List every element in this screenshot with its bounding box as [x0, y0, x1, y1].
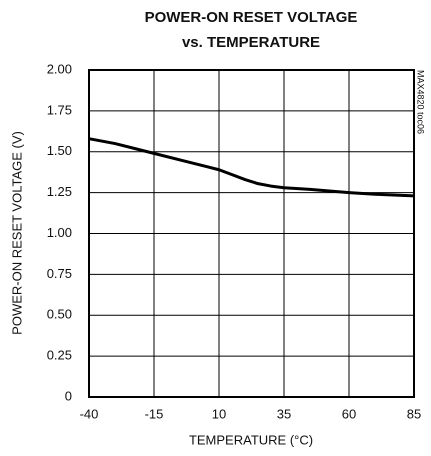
x-tick-label: -15 [145, 406, 164, 421]
y-tick-label: 0.25 [47, 348, 72, 363]
y-tick-label: 1.00 [47, 225, 72, 240]
y-tick-label: 1.25 [47, 184, 72, 199]
x-tick-label: -40 [80, 406, 99, 421]
x-tick-label: 60 [342, 406, 356, 421]
annotation: MAX4820 toc06 [416, 70, 426, 134]
x-axis-label: TEMPERATURE (°C) [189, 432, 313, 447]
x-tick-label: 35 [277, 406, 291, 421]
plot-frame [88, 69, 415, 398]
x-tick-label: 10 [212, 406, 226, 421]
x-tick-label: 85 [407, 406, 421, 421]
chart-title: vs. TEMPERATURE [182, 34, 320, 51]
y-axis-label: POWER-ON RESET VOLTAGE (V) [9, 131, 24, 335]
y-tick-label: 0.75 [47, 266, 72, 281]
line [88, 137, 415, 198]
y-tick-label: 0 [65, 388, 72, 403]
y-tick-label: 0.50 [47, 307, 72, 322]
y-tick-label: 1.50 [47, 143, 72, 158]
chart-title: POWER-ON RESET VOLTAGE [145, 9, 358, 26]
y-tick-label: 1.75 [47, 102, 72, 117]
y-tick-label: 2.00 [47, 61, 72, 76]
